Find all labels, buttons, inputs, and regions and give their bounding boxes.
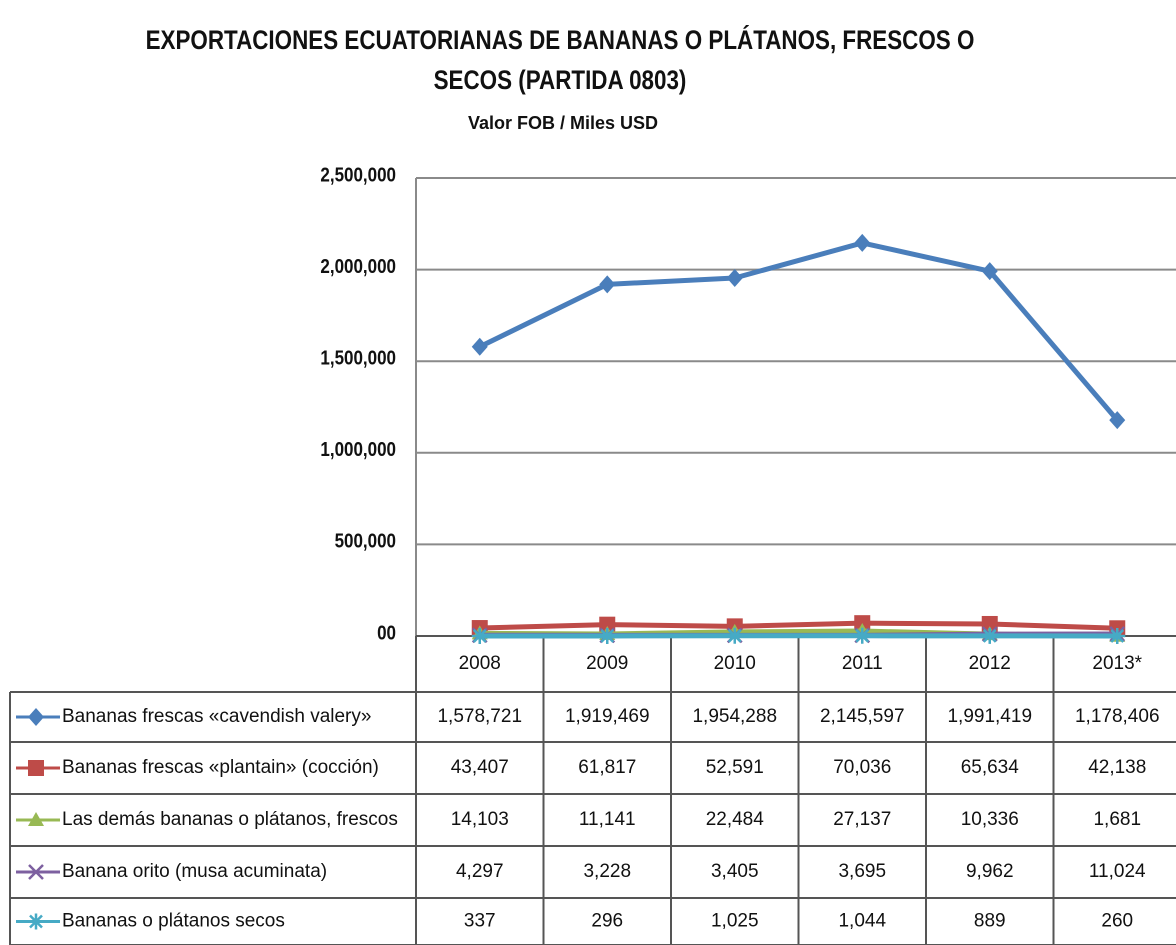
marker: [599, 275, 616, 294]
marker: [28, 760, 44, 776]
table-cell: 22,484: [706, 809, 765, 830]
chart-subtitle: Valor FOB / Miles USD: [468, 113, 658, 133]
x-tick-label: 2012: [969, 653, 1011, 674]
table-cell: 260: [1101, 911, 1133, 932]
table-cell: 889: [974, 911, 1006, 932]
table-cell: 43,407: [451, 757, 509, 778]
marker: [471, 627, 488, 644]
table-cell: 9,962: [966, 861, 1014, 882]
table-cell: 2,145,597: [820, 706, 905, 727]
legend-label: Bananas frescas «plantain» (cocción): [62, 757, 379, 778]
y-tick-label: 2,500,000: [320, 163, 396, 186]
table-cell: 70,036: [833, 757, 891, 778]
y-tick-label: 00: [377, 621, 396, 644]
marker: [726, 627, 743, 644]
x-tick-label: 2013*: [1092, 653, 1142, 674]
table-cell: 1,025: [711, 911, 759, 932]
table-cell: 3,405: [711, 861, 759, 882]
x-tick-label: 2008: [459, 653, 501, 674]
marker: [981, 627, 998, 644]
line: [479, 620, 1118, 631]
marker: [726, 268, 743, 287]
table-cell: 1,991,419: [947, 706, 1032, 727]
table-cell: 10,336: [961, 809, 1019, 830]
x-tick-label: 2011: [842, 653, 883, 674]
legend-label: Las demás bananas o plátanos, frescos: [62, 809, 398, 830]
table-cell: 42,138: [1088, 757, 1146, 778]
legend-label: Bananas frescas «cavendish valery»: [62, 706, 371, 727]
legend-label: Bananas o plátanos secos: [62, 911, 285, 932]
marker: [28, 913, 44, 930]
table-cell: 3,695: [838, 861, 886, 882]
table-cell: 14,103: [451, 809, 509, 830]
line: [478, 240, 1120, 422]
marker: [28, 812, 44, 826]
table-cell: 52,591: [706, 757, 764, 778]
marker: [471, 337, 488, 356]
table-cell: 1,681: [1093, 809, 1141, 830]
series: [471, 627, 1126, 644]
marker: [599, 616, 616, 633]
chart-title: EXPORTACIONES ECUATORIANAS DE BANANAS O …: [145, 25, 975, 95]
table-cell: 4,297: [456, 861, 504, 882]
table-cell: 1,178,406: [1075, 706, 1160, 727]
marker: [854, 233, 871, 252]
x-tick-label: 2009: [586, 653, 628, 674]
marker: [981, 615, 998, 632]
y-tick-label: 2,000,000: [320, 255, 396, 278]
table-cell: 61,817: [578, 757, 636, 778]
marker: [28, 708, 44, 726]
legend-label: Banana orito (musa acuminata): [62, 861, 327, 882]
series: [471, 233, 1126, 430]
y-tick-label: 1,000,000: [320, 438, 396, 461]
marker: [1109, 411, 1126, 430]
table-cell: 3,228: [583, 861, 631, 882]
table-cell: 296: [591, 911, 623, 932]
marker: [854, 627, 871, 644]
marker: [981, 262, 998, 281]
x-tick-label: 2010: [714, 653, 756, 674]
table-cell: 65,634: [961, 757, 1020, 778]
table-cell: 27,137: [833, 809, 891, 830]
table-cell: 1,919,469: [565, 706, 650, 727]
marker: [28, 864, 44, 880]
marker: [1109, 627, 1126, 644]
table-cell: 1,044: [838, 911, 886, 932]
y-tick-label: 1,500,000: [320, 346, 396, 369]
marker: [599, 627, 616, 644]
table-cell: 11,141: [579, 809, 636, 830]
y-tick-label: 500,000: [335, 529, 396, 552]
table-cell: 337: [464, 911, 496, 932]
table-cell: 1,954,288: [692, 706, 777, 727]
table-cell: 1,578,721: [437, 706, 522, 727]
table-cell: 11,024: [1089, 861, 1146, 882]
